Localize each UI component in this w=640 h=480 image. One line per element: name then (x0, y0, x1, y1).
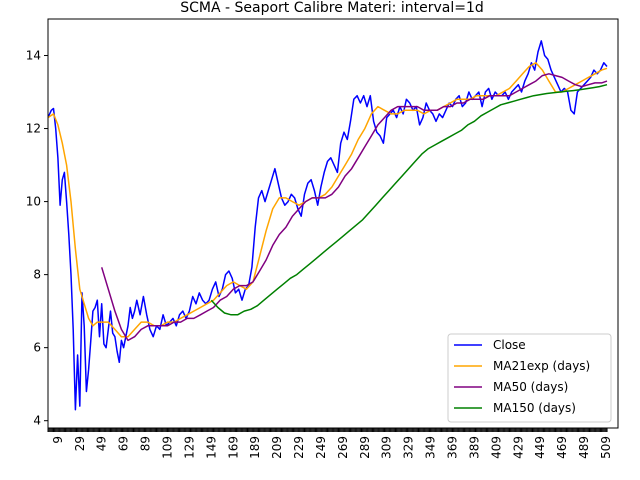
x-tick-label: 469 (555, 436, 569, 459)
x-tick-label: 389 (467, 436, 481, 459)
x-tick-label: 309 (380, 436, 394, 459)
x-tick-label: 9 (51, 436, 65, 444)
x-tick-label: 449 (533, 436, 547, 459)
series-layer (48, 40, 608, 411)
chart-title: SCMA - Seaport Calibre Materi: interval=… (180, 0, 484, 16)
legend-label: MA21exp (days) (493, 359, 590, 373)
y-tick-label: 14 (26, 49, 41, 63)
x-tick-label: 189 (248, 436, 262, 459)
x-tick-label: 169 (226, 436, 240, 459)
series-line-1 (48, 62, 608, 338)
legend: Close MA21exp (days) MA50 (days) MA150 (day… (447, 333, 612, 423)
x-tick-label: 249 (314, 436, 328, 459)
x-tick-label: 49 (95, 436, 109, 451)
y-tick-label: 6 (33, 341, 41, 355)
x-tick-label: 509 (599, 436, 613, 459)
x-tick-label: 109 (161, 436, 175, 459)
y-tick-label: 8 (33, 268, 41, 282)
x-tick-label: 429 (511, 436, 525, 459)
y-axis: 4 6 8 10 12 14 (26, 49, 48, 428)
x-tick-label: 269 (336, 436, 350, 459)
y-tick-label: 10 (26, 195, 41, 209)
x-tick-label: 29 (73, 436, 87, 451)
y-tick-label: 4 (33, 414, 41, 428)
series-line-3 (210, 83, 608, 316)
series-line-2 (100, 73, 608, 342)
x-tick-label: 409 (489, 436, 503, 459)
legend-label: MA50 (days) (493, 380, 568, 394)
x-tick-label: 349 (424, 436, 438, 459)
x-tick-label: 329 (402, 436, 416, 459)
legend-label: Close (493, 338, 526, 352)
x-tick-label: 69 (117, 436, 131, 451)
x-tick-label: 89 (139, 436, 153, 451)
legend-label: MA150 (days) (493, 401, 576, 415)
x-tick-label: 369 (446, 436, 460, 459)
x-tick-label: 209 (270, 436, 284, 459)
x-tick-label: 149 (204, 436, 218, 459)
x-tick-label: 489 (577, 436, 591, 459)
y-tick-label: 12 (26, 122, 41, 136)
x-axis: 9 29 49 69 89 109 129 149 169 189 209 229 249 269 289 3… (47, 428, 613, 459)
x-tick-label: 129 (182, 436, 196, 459)
x-tick-label: 289 (358, 436, 372, 459)
x-tick-label: 229 (292, 436, 306, 459)
legend-box (447, 333, 612, 423)
